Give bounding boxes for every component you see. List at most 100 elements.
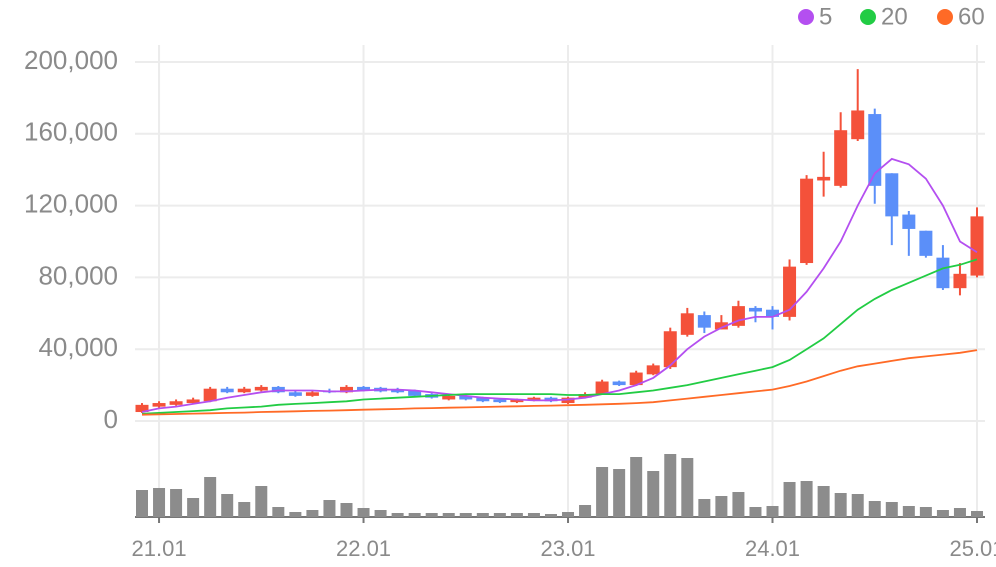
volume-bar: [238, 502, 251, 517]
volume-bar: [971, 511, 983, 517]
volume-bar: [953, 508, 966, 517]
y-tick-label: 160,000: [24, 117, 118, 147]
candle-body: [953, 273, 967, 289]
candle-body: [135, 404, 149, 413]
legend-marker: [798, 9, 814, 25]
volume-bar: [153, 488, 166, 517]
volume-bar: [323, 500, 336, 517]
candle-body: [271, 386, 285, 393]
y-tick-label: 40,000: [38, 332, 118, 362]
volume-bar: [596, 467, 609, 517]
candle-body: [510, 399, 524, 403]
candle-body: [919, 230, 933, 256]
volume-bar: [613, 469, 626, 517]
candle-body: [766, 309, 780, 317]
volume-bar: [579, 505, 592, 517]
volume-bar: [936, 510, 949, 517]
candle-body: [697, 315, 711, 328]
volume-bar: [664, 454, 677, 517]
candle-body: [544, 397, 558, 402]
volume-bar: [868, 501, 881, 517]
candle-body: [970, 216, 984, 276]
volume-bar: [715, 496, 728, 517]
legend-marker: [937, 9, 953, 25]
ma-line: [141, 258, 978, 415]
volume-bar: [170, 489, 183, 517]
candle-body: [902, 214, 916, 229]
candle-body: [629, 372, 643, 386]
ma-line: [141, 157, 978, 413]
candle-body: [527, 397, 541, 401]
volume-bar: [476, 513, 489, 517]
candle-body: [442, 395, 456, 400]
volume-bar: [562, 512, 575, 517]
ma-line: [141, 349, 978, 416]
volume-bar: [902, 506, 915, 517]
volume-bar: [817, 486, 830, 517]
candle-body: [851, 110, 865, 140]
volume-bar: [357, 508, 370, 517]
candle-body: [220, 388, 234, 393]
volume-bar: [544, 514, 557, 517]
volume-bar: [306, 510, 319, 517]
candle-body: [936, 257, 950, 289]
candle-body: [169, 401, 183, 405]
candle-body: [203, 388, 217, 402]
candle-body: [885, 173, 899, 217]
volume-bar: [204, 477, 217, 517]
candle-body: [714, 322, 728, 330]
volume-bar: [408, 513, 421, 517]
x-tick-label: 24.01: [745, 536, 800, 561]
candle-body: [800, 178, 814, 264]
volume-bar: [732, 492, 745, 517]
candle-body: [186, 399, 200, 404]
volume-bar: [630, 457, 643, 517]
y-tick-label: 80,000: [38, 260, 118, 290]
volume-bar: [800, 481, 813, 517]
candle-body: [305, 392, 319, 396]
candle-body: [476, 397, 490, 402]
x-tick-label: 25.01: [949, 536, 996, 561]
candle-body: [834, 130, 848, 186]
volume-bar: [136, 490, 148, 517]
candle-body: [783, 266, 797, 317]
volume-bar: [851, 494, 864, 517]
x-tick-label: 21.01: [132, 536, 187, 561]
candle-body: [646, 365, 660, 375]
volume-bar: [885, 502, 898, 517]
volume-bar: [187, 498, 200, 517]
volume-bar: [442, 513, 455, 517]
candle-body: [680, 313, 694, 335]
candle-body: [868, 114, 882, 186]
volume-bar: [783, 482, 796, 517]
y-tick-label: 120,000: [24, 188, 118, 218]
candle-body: [748, 307, 762, 312]
volume-bar: [681, 458, 694, 517]
volume-bar: [698, 499, 711, 517]
candle-body: [612, 381, 626, 386]
candle-body: [152, 403, 166, 407]
x-tick-label: 23.01: [540, 536, 595, 561]
volume-bar: [255, 486, 268, 517]
x-tick-label: 22.01: [336, 536, 391, 561]
legend-label: 60: [958, 3, 985, 30]
candle-body: [408, 390, 422, 396]
legend-label: 20: [881, 3, 908, 30]
volume-bar: [272, 507, 285, 517]
volume-bar: [340, 503, 353, 517]
candle-body: [237, 388, 251, 393]
candle-body: [595, 381, 609, 395]
legend-label: 5: [819, 3, 832, 30]
volume-bar: [425, 513, 438, 517]
volume-bar: [647, 471, 660, 517]
candle-body: [254, 386, 268, 391]
candle-body: [663, 331, 677, 368]
volume-bar: [374, 510, 387, 517]
volume-bar: [527, 513, 540, 517]
volume-bar: [493, 513, 506, 517]
volume-bar: [221, 494, 234, 517]
volume-bar: [510, 513, 523, 517]
candle-body: [357, 386, 371, 391]
volume-bar: [289, 512, 302, 517]
